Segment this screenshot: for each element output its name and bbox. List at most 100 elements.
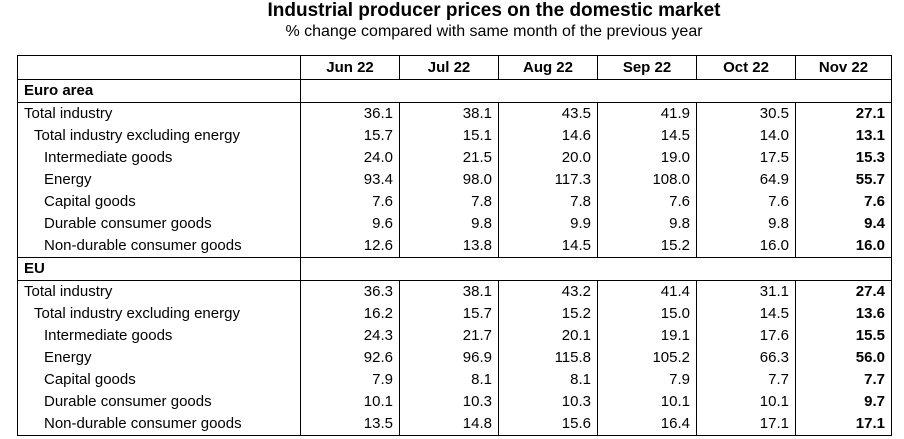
section-blank-cell	[498, 79, 598, 103]
section-blank-cell	[399, 257, 499, 281]
table-row: Intermediate goods 24.0 21.5 20.0 19.0 17.5 15…	[17, 147, 892, 169]
value-cell: 20.1	[498, 325, 598, 347]
row-label: Total industry	[17, 102, 301, 125]
value-cell: 41.4	[597, 280, 697, 303]
value-cell: 9.8	[696, 213, 796, 235]
value-cell: 36.3	[300, 280, 400, 303]
value-cell: 10.1	[597, 391, 697, 413]
row-label: Capital goods	[17, 191, 301, 213]
value-cell: 27.1	[795, 102, 892, 125]
value-cell: 13.5	[300, 413, 400, 436]
value-cell: 12.6	[300, 235, 400, 258]
value-cell: 9.6	[300, 213, 400, 235]
row-label: Energy	[17, 347, 301, 369]
producer-prices-table: Jun 22 Jul 22 Aug 22 Sep 22 Oct 22 Nov 2…	[17, 55, 892, 436]
value-cell: 64.9	[696, 169, 796, 191]
value-cell: 30.5	[696, 102, 796, 125]
value-cell: 15.6	[498, 413, 598, 436]
section-blank-cell	[696, 257, 796, 281]
table-row: Durable consumer goods 10.1 10.3 10.3 10.1 10…	[17, 391, 892, 413]
section-blank-cell	[399, 79, 499, 103]
value-cell: 14.6	[498, 125, 598, 147]
value-cell: 10.1	[300, 391, 400, 413]
table-row: Energy 92.6 96.9 115.8 105.2 66.3 56.0	[17, 347, 892, 369]
value-cell: 17.1	[795, 413, 892, 436]
value-cell: 16.0	[696, 235, 796, 258]
value-cell: 21.5	[399, 147, 499, 169]
column-header: Jul 22	[399, 55, 499, 80]
value-cell: 24.3	[300, 325, 400, 347]
value-cell: 21.7	[399, 325, 499, 347]
column-header: Aug 22	[498, 55, 598, 80]
value-cell: 117.3	[498, 169, 598, 191]
value-cell: 15.5	[795, 325, 892, 347]
header-corner	[17, 55, 301, 80]
section-title: EU	[17, 257, 301, 281]
value-cell: 43.5	[498, 102, 598, 125]
value-cell: 17.6	[696, 325, 796, 347]
section-blank-cell	[300, 257, 400, 281]
table-row: Capital goods 7.9 8.1 8.1 7.9 7.7 7.7	[17, 369, 892, 391]
row-label: Durable consumer goods	[17, 391, 301, 413]
row-label: Energy	[17, 169, 301, 191]
value-cell: 7.7	[696, 369, 796, 391]
row-label: Non-durable consumer goods	[17, 235, 301, 258]
value-cell: 10.1	[696, 391, 796, 413]
value-cell: 96.9	[399, 347, 499, 369]
value-cell: 38.1	[399, 280, 499, 303]
row-label: Total industry excluding energy	[17, 125, 301, 147]
value-cell: 7.6	[597, 191, 697, 213]
table-row: Durable consumer goods 9.6 9.8 9.9 9.8 9.8 9.4	[17, 213, 892, 235]
value-cell: 41.9	[597, 102, 697, 125]
section-blank-cell	[696, 79, 796, 103]
value-cell: 38.1	[399, 102, 499, 125]
value-cell: 7.8	[498, 191, 598, 213]
value-cell: 15.1	[399, 125, 499, 147]
value-cell: 15.7	[300, 125, 400, 147]
value-cell: 15.7	[399, 303, 499, 325]
value-cell: 14.8	[399, 413, 499, 436]
value-cell: 17.5	[696, 147, 796, 169]
section-blank-cell	[300, 79, 400, 103]
value-cell: 9.8	[399, 213, 499, 235]
value-cell: 98.0	[399, 169, 499, 191]
table-body: Euro area Total industry 36.1 38.1 43.5 41.9 3…	[17, 79, 892, 436]
value-cell: 55.7	[795, 169, 892, 191]
table-row: Intermediate goods 24.3 21.7 20.1 19.1 17.6 15…	[17, 325, 892, 347]
value-cell: 10.3	[399, 391, 499, 413]
column-header: Jun 22	[300, 55, 400, 80]
section-blank-cell	[795, 257, 892, 281]
value-cell: 14.5	[696, 303, 796, 325]
value-cell: 9.7	[795, 391, 892, 413]
value-cell: 105.2	[597, 347, 697, 369]
value-cell: 17.1	[696, 413, 796, 436]
value-cell: 10.3	[498, 391, 598, 413]
section-blank-cell	[498, 257, 598, 281]
value-cell: 8.1	[399, 369, 499, 391]
value-cell: 92.6	[300, 347, 400, 369]
value-cell: 16.0	[795, 235, 892, 258]
section-blank-cell	[597, 257, 697, 281]
value-cell: 20.0	[498, 147, 598, 169]
table-row: Total industry 36.3 38.1 43.2 41.4 31.1 27.4	[17, 280, 892, 303]
table-subtitle: % change compared with same month of the…	[285, 23, 703, 40]
table-row: Energy 93.4 98.0 117.3 108.0 64.9 55.7	[17, 169, 892, 191]
value-cell: 56.0	[795, 347, 892, 369]
value-cell: 16.4	[597, 413, 697, 436]
value-cell: 14.5	[597, 125, 697, 147]
value-cell: 115.8	[498, 347, 598, 369]
section-blank-cell	[597, 79, 697, 103]
row-label: Non-durable consumer goods	[17, 413, 301, 436]
value-cell: 93.4	[300, 169, 400, 191]
value-cell: 9.8	[597, 213, 697, 235]
value-cell: 36.1	[300, 102, 400, 125]
value-cell: 66.3	[696, 347, 796, 369]
table-row: Total industry excluding energy 15.7 15.1 1…	[17, 125, 892, 147]
value-cell: 7.8	[399, 191, 499, 213]
section-header-row: Euro area	[17, 79, 892, 103]
table-title: Industrial producer prices on the domest…	[267, 0, 721, 21]
value-cell: 108.0	[597, 169, 697, 191]
value-cell: 15.2	[498, 303, 598, 325]
table-row: Non-durable consumer goods 12.6 13.8 14.5 15…	[17, 235, 892, 258]
value-cell: 7.6	[300, 191, 400, 213]
